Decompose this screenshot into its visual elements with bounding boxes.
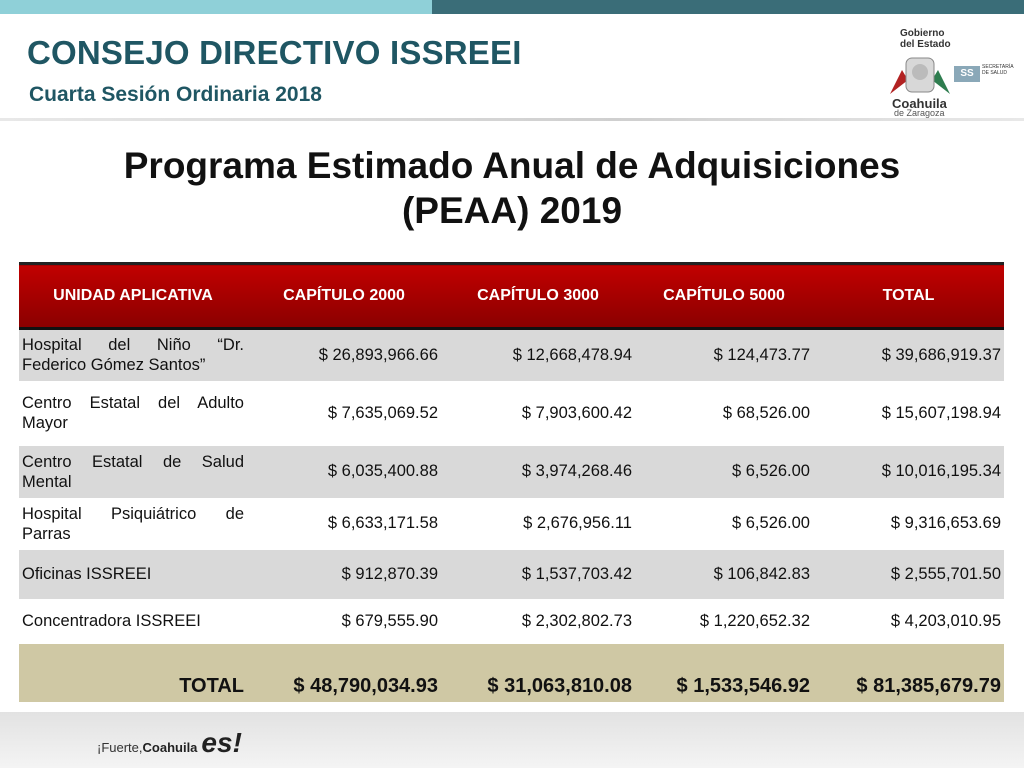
cell-unit: Centro Estatal de Salud Mental <box>19 445 247 498</box>
cell-c3000: $ 12,668,478.94 <box>441 328 635 381</box>
column-header-c5000: CAPÍTULO 5000 <box>635 262 813 330</box>
cell-c3000: $ 2,302,802.73 <box>441 598 635 644</box>
cell-c2000: $ 6,035,400.88 <box>247 445 441 498</box>
cell-c5000: $ 106,842.83 <box>635 549 813 599</box>
column-header-total: TOTAL <box>813 262 1004 330</box>
cell-c2000: $ 7,635,069.52 <box>247 380 441 446</box>
cell-total: $ 2,555,701.50 <box>813 549 1004 599</box>
column-header-unit: UNIDAD APLICATIVA <box>19 262 247 330</box>
cell-unit: Centro Estatal del Adulto Mayor <box>19 380 247 446</box>
table-total-row: TOTAL $ 48,790,034.93 $ 31,063,810.08 $ … <box>19 643 1004 702</box>
table-row: Hospital Psiquiátrico de Parras $ 6,633,… <box>19 497 1004 550</box>
secretaria-label: SECRETARÍA DE SALUD <box>982 64 1014 76</box>
cell-c2000: $ 6,633,171.58 <box>247 497 441 550</box>
slide-title: Programa Estimado Anual de Adquisiciones… <box>0 143 1024 233</box>
cell-c3000: $ 2,676,956.11 <box>441 497 635 550</box>
cell-total-c2000: $ 48,790,034.93 <box>247 643 441 702</box>
cell-c3000: $ 3,974,268.46 <box>441 445 635 498</box>
logo-text-gobierno: Gobierno del Estado <box>900 28 951 50</box>
table-row: Centro Estatal de Salud Mental $ 6,035,4… <box>19 445 1004 498</box>
table-row: Concentradora ISSREEI $ 679,555.90 $ 2,3… <box>19 598 1004 644</box>
logo-subtitle: de Zaragoza <box>894 108 945 118</box>
slide-title-line2: (PEAA) 2019 <box>401 190 623 231</box>
cell-unit: Oficinas ISSREEI <box>19 549 247 599</box>
session-subtitle: Cuarta Sesión Ordinaria 2018 <box>29 83 322 106</box>
council-title: CONSEJO DIRECTIVO ISSREEI <box>27 34 522 71</box>
cell-total-c5000: $ 1,533,546.92 <box>635 643 813 702</box>
cell-unit: Hospital Psiquiátrico de Parras <box>19 497 247 550</box>
cell-c2000: $ 912,870.39 <box>247 549 441 599</box>
cell-unit: Concentradora ISSREEI <box>19 598 247 644</box>
table-row: Hospital del Niño “Dr. Federico Gómez Sa… <box>19 328 1004 381</box>
coat-of-arms-icon <box>890 57 950 94</box>
cell-total: $ 39,686,919.37 <box>813 328 1004 381</box>
table-header-row: UNIDAD APLICATIVA CAPÍTULO 2000 CAPÍTULO… <box>19 262 1004 330</box>
cell-total: $ 4,203,010.95 <box>813 598 1004 644</box>
table-row: Oficinas ISSREEI $ 912,870.39 $ 1,537,70… <box>19 549 1004 599</box>
slogan-part1: ¡Fuerte, <box>97 740 143 755</box>
cell-total: $ 9,316,653.69 <box>813 497 1004 550</box>
cell-c3000: $ 1,537,703.42 <box>441 549 635 599</box>
cell-total-c3000: $ 31,063,810.08 <box>441 643 635 702</box>
cell-c2000: $ 679,555.90 <box>247 598 441 644</box>
top-accent-bar-light <box>0 0 432 14</box>
column-header-c2000: CAPÍTULO 2000 <box>247 262 441 330</box>
ss-badge: SS <box>954 66 980 82</box>
cell-c5000: $ 68,526.00 <box>635 380 813 446</box>
cell-c5000: $ 1,220,652.32 <box>635 598 813 644</box>
cell-c5000: $ 124,473.77 <box>635 328 813 381</box>
acquisitions-table: UNIDAD APLICATIVA CAPÍTULO 2000 CAPÍTULO… <box>19 262 1004 702</box>
logo-line1: Gobierno <box>900 28 945 39</box>
logo-state: Coahuila <box>892 96 947 111</box>
cell-total: $ 10,016,195.34 <box>813 445 1004 498</box>
cell-c5000: $ 6,526.00 <box>635 445 813 498</box>
cell-c2000: $ 26,893,966.66 <box>247 328 441 381</box>
top-accent-bar-dark <box>432 0 1024 14</box>
slide-title-line1: Programa Estimado Anual de Adquisiciones <box>123 145 901 186</box>
cell-total-label: TOTAL <box>19 643 247 702</box>
secretaria-line2: DE SALUD <box>982 70 1008 76</box>
footer-band <box>0 712 1024 768</box>
header-divider <box>0 118 1024 121</box>
footer-slogan-logo: ¡Fuerte,Coahuila es! <box>97 727 242 759</box>
government-logo: Gobierno del Estado SS SECRETARÍA DE SAL… <box>880 28 1014 120</box>
slogan-part2: Coahuila <box>142 740 198 755</box>
logo-line2: del Estado <box>900 39 951 50</box>
cell-c5000: $ 6,526.00 <box>635 497 813 550</box>
table-row: Centro Estatal del Adulto Mayor $ 7,635,… <box>19 380 1004 446</box>
secretaria-line1: SECRETARÍA <box>982 64 1014 70</box>
slogan-part3: es! <box>201 727 242 758</box>
cell-total: $ 15,607,198.94 <box>813 380 1004 446</box>
cell-unit: Hospital del Niño “Dr. Federico Gómez Sa… <box>19 328 247 381</box>
column-header-c3000: CAPÍTULO 3000 <box>441 262 635 330</box>
cell-total-total: $ 81,385,679.79 <box>813 643 1004 702</box>
cell-c3000: $ 7,903,600.42 <box>441 380 635 446</box>
